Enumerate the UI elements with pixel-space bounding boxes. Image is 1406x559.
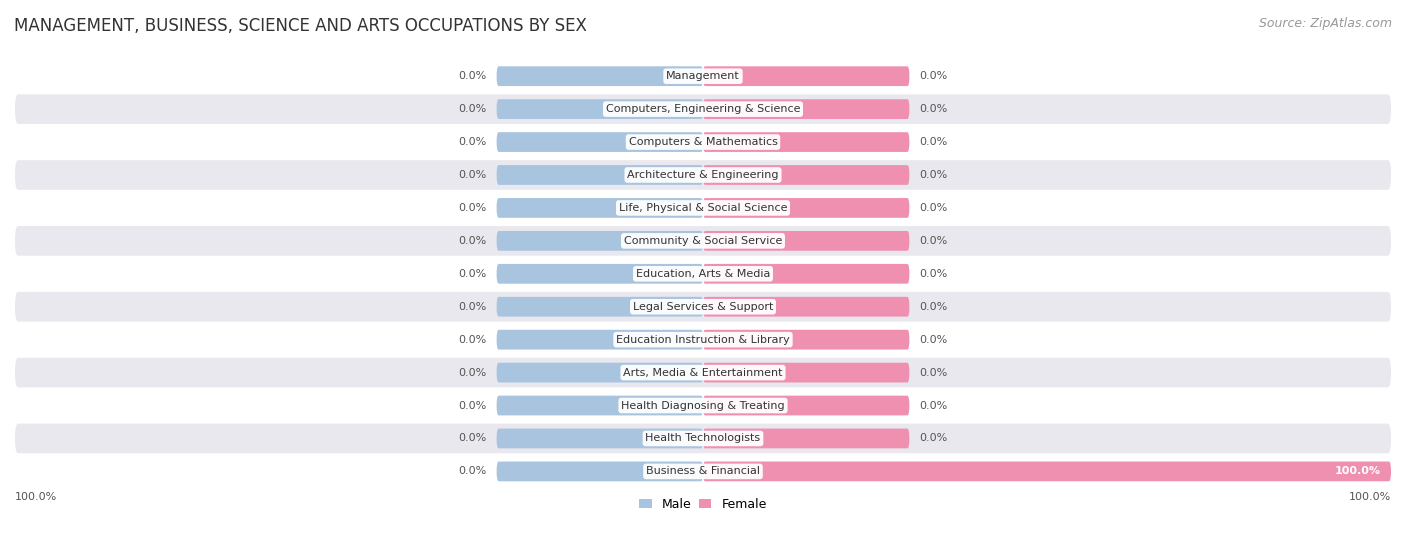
FancyBboxPatch shape [15, 94, 1391, 124]
Text: Management: Management [666, 71, 740, 81]
FancyBboxPatch shape [15, 325, 1391, 354]
FancyBboxPatch shape [496, 363, 703, 382]
FancyBboxPatch shape [703, 363, 910, 382]
Text: 0.0%: 0.0% [920, 104, 948, 114]
Text: 0.0%: 0.0% [920, 137, 948, 147]
FancyBboxPatch shape [15, 160, 1391, 190]
Text: 100.0%: 100.0% [1334, 466, 1381, 476]
Text: 0.0%: 0.0% [920, 433, 948, 443]
Text: 0.0%: 0.0% [920, 170, 948, 180]
FancyBboxPatch shape [703, 264, 910, 283]
Text: 0.0%: 0.0% [458, 466, 486, 476]
Text: 0.0%: 0.0% [920, 335, 948, 345]
FancyBboxPatch shape [15, 457, 1391, 486]
Text: Community & Social Service: Community & Social Service [624, 236, 782, 246]
FancyBboxPatch shape [15, 226, 1391, 255]
Text: 0.0%: 0.0% [920, 71, 948, 81]
Text: 0.0%: 0.0% [458, 170, 486, 180]
FancyBboxPatch shape [703, 132, 910, 152]
Text: Business & Financial: Business & Financial [645, 466, 761, 476]
FancyBboxPatch shape [703, 297, 910, 316]
FancyBboxPatch shape [703, 165, 910, 185]
Text: MANAGEMENT, BUSINESS, SCIENCE AND ARTS OCCUPATIONS BY SEX: MANAGEMENT, BUSINESS, SCIENCE AND ARTS O… [14, 17, 586, 35]
FancyBboxPatch shape [496, 264, 703, 283]
Text: Health Technologists: Health Technologists [645, 433, 761, 443]
FancyBboxPatch shape [15, 61, 1391, 91]
Text: Life, Physical & Social Science: Life, Physical & Social Science [619, 203, 787, 213]
Text: 0.0%: 0.0% [458, 335, 486, 345]
Text: Legal Services & Support: Legal Services & Support [633, 302, 773, 312]
FancyBboxPatch shape [496, 231, 703, 251]
Text: 0.0%: 0.0% [458, 433, 486, 443]
FancyBboxPatch shape [496, 297, 703, 316]
FancyBboxPatch shape [15, 424, 1391, 453]
FancyBboxPatch shape [703, 100, 910, 119]
Text: 0.0%: 0.0% [458, 203, 486, 213]
Text: 0.0%: 0.0% [920, 269, 948, 279]
Text: Education, Arts & Media: Education, Arts & Media [636, 269, 770, 279]
FancyBboxPatch shape [15, 127, 1391, 157]
Text: Computers, Engineering & Science: Computers, Engineering & Science [606, 104, 800, 114]
FancyBboxPatch shape [496, 67, 703, 86]
FancyBboxPatch shape [496, 462, 703, 481]
FancyBboxPatch shape [703, 429, 910, 448]
Text: 0.0%: 0.0% [458, 236, 486, 246]
FancyBboxPatch shape [703, 67, 910, 86]
Text: Education Instruction & Library: Education Instruction & Library [616, 335, 790, 345]
Text: Source: ZipAtlas.com: Source: ZipAtlas.com [1258, 17, 1392, 30]
Text: 0.0%: 0.0% [458, 368, 486, 377]
Text: Health Diagnosing & Treating: Health Diagnosing & Treating [621, 401, 785, 410]
FancyBboxPatch shape [15, 358, 1391, 387]
FancyBboxPatch shape [703, 330, 910, 349]
Text: 0.0%: 0.0% [920, 302, 948, 312]
FancyBboxPatch shape [15, 259, 1391, 288]
FancyBboxPatch shape [496, 198, 703, 218]
Text: 0.0%: 0.0% [920, 401, 948, 410]
FancyBboxPatch shape [496, 100, 703, 119]
FancyBboxPatch shape [15, 391, 1391, 420]
Text: 0.0%: 0.0% [458, 269, 486, 279]
Text: 0.0%: 0.0% [920, 236, 948, 246]
FancyBboxPatch shape [496, 165, 703, 185]
Text: Computers & Mathematics: Computers & Mathematics [628, 137, 778, 147]
FancyBboxPatch shape [703, 396, 910, 415]
FancyBboxPatch shape [703, 198, 910, 218]
FancyBboxPatch shape [496, 132, 703, 152]
FancyBboxPatch shape [15, 292, 1391, 321]
FancyBboxPatch shape [496, 330, 703, 349]
Text: Architecture & Engineering: Architecture & Engineering [627, 170, 779, 180]
Text: 0.0%: 0.0% [458, 71, 486, 81]
FancyBboxPatch shape [496, 396, 703, 415]
Text: 0.0%: 0.0% [458, 401, 486, 410]
Text: 100.0%: 100.0% [15, 492, 58, 502]
FancyBboxPatch shape [703, 462, 1391, 481]
FancyBboxPatch shape [15, 193, 1391, 222]
Text: 0.0%: 0.0% [458, 302, 486, 312]
Text: Arts, Media & Entertainment: Arts, Media & Entertainment [623, 368, 783, 377]
Text: 100.0%: 100.0% [1348, 492, 1391, 502]
Text: 0.0%: 0.0% [920, 203, 948, 213]
FancyBboxPatch shape [496, 429, 703, 448]
FancyBboxPatch shape [703, 231, 910, 251]
Text: 0.0%: 0.0% [458, 137, 486, 147]
Legend: Male, Female: Male, Female [634, 493, 772, 516]
Text: 0.0%: 0.0% [458, 104, 486, 114]
Text: 0.0%: 0.0% [920, 368, 948, 377]
